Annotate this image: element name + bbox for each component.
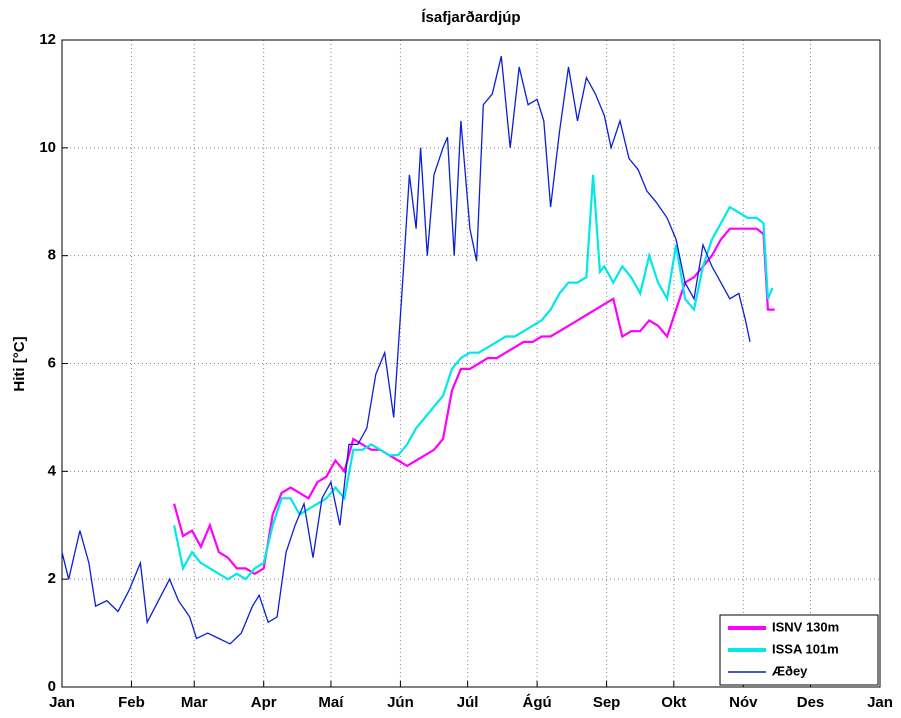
series-line [173,174,774,581]
y-tick-label: 12 [39,31,56,48]
x-tick-label: Feb [118,694,145,711]
y-tick-label: 8 [48,247,56,264]
x-tick-label: Jan [49,694,75,711]
legend-label: ISNV 130m [772,619,839,634]
legend-label: Æðey [772,663,808,678]
plot-frame [61,39,881,688]
y-tick-label: 10 [39,139,56,156]
y-tick-label: 4 [48,462,57,479]
x-tick-label: Sep [593,694,621,711]
y-tick-label: 2 [48,570,56,587]
x-tick-label: Nóv [729,694,758,711]
x-tick-label: Júl [457,694,479,711]
x-tick-label: Des [797,694,825,711]
x-tick-label: Jan [867,694,893,711]
x-tick-label: Jún [387,694,414,711]
chart-title: Ísafjarðardjúp [421,9,520,26]
x-tick-label: Mar [181,694,208,711]
legend-label: ISSA 101m [772,641,839,656]
x-tick-label: Okt [661,694,686,711]
y-axis-label: Hiti [°C] [11,336,28,391]
y-tick-label: 0 [48,678,56,695]
series-line [61,56,751,645]
x-tick-label: Apr [251,694,277,711]
x-tick-label: Ágú [523,694,552,711]
series-line [173,227,775,576]
y-tick-label: 6 [48,354,56,371]
x-tick-label: Maí [318,694,344,711]
